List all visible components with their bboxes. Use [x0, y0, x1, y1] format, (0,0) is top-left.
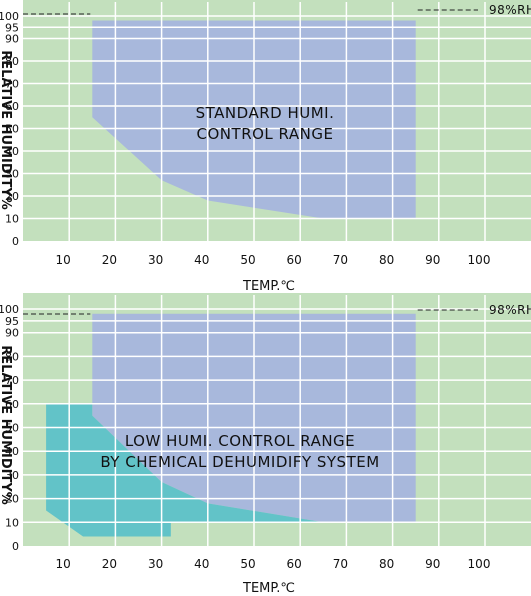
y-tick-label: 100: [0, 10, 19, 23]
y-tick-label: 30: [5, 469, 19, 482]
grid: [23, 295, 531, 546]
y-tick-label: 0: [12, 540, 19, 553]
x-tick-label: 60: [287, 557, 302, 571]
y-tick-label: 40: [5, 445, 19, 458]
x-axis-label: TEMP.℃: [242, 581, 295, 596]
x-tick-label: 30: [148, 253, 163, 267]
x-tick-label: 40: [194, 557, 209, 571]
region-label-line: CONTROL RANGE: [197, 125, 334, 143]
y-tick-label: 30: [5, 168, 19, 181]
y-tick-label: 10: [5, 516, 19, 529]
y-tick-label: 20: [5, 190, 19, 203]
x-tick-label: 10: [56, 557, 71, 571]
y-axis-label: RELATIVE HUMIDITY%: [0, 50, 13, 210]
x-tick-label: 20: [102, 253, 117, 267]
y-tick-label: 50: [5, 123, 19, 136]
y-tick-label: 60: [5, 398, 19, 411]
x-tick-label: 70: [333, 557, 348, 571]
x-tick-label: 100: [468, 557, 491, 571]
y-tick-label: 20: [5, 493, 19, 506]
reference-label: 98%RH: [489, 303, 531, 317]
x-tick-label: 80: [379, 557, 394, 571]
x-tick-label: 50: [240, 557, 255, 571]
grid: [23, 2, 531, 241]
y-tick-label: 80: [5, 350, 19, 363]
y-tick-label: 60: [5, 100, 19, 113]
x-tick-label: 50: [240, 253, 255, 267]
y-tick-label: 50: [5, 422, 19, 435]
region-label-line: BY CHEMICAL DEHUMIDIFY SYSTEM: [100, 453, 379, 471]
x-tick-label: 90: [425, 557, 440, 571]
x-tick-label: 20: [102, 557, 117, 571]
x-tick-label: 70: [333, 253, 348, 267]
y-tick-label: 95: [5, 21, 19, 34]
y-axis-label: RELATIVE HUMIDITY%: [0, 345, 13, 505]
x-tick-label: 80: [379, 253, 394, 267]
x-axis-label: TEMP.℃: [242, 279, 295, 294]
y-tick-label: 90: [5, 327, 19, 340]
x-tick-label: 30: [148, 557, 163, 571]
x-tick-label: 40: [194, 253, 209, 267]
x-tick-label: 90: [425, 253, 440, 267]
x-tick-label: 100: [468, 253, 491, 267]
y-tick-label: 100: [0, 303, 19, 316]
x-tick-label: 60: [287, 253, 302, 267]
reference-label: 98%RH: [489, 3, 531, 17]
y-tick-label: 95: [5, 315, 19, 328]
x-tick-label: 10: [56, 253, 71, 267]
region-label-line: LOW HUMI. CONTROL RANGE: [125, 432, 355, 450]
y-tick-label: 80: [5, 55, 19, 68]
region-label-line: STANDARD HUMI.: [196, 104, 335, 122]
y-tick-label: 0: [12, 235, 19, 248]
y-tick-label: 70: [5, 374, 19, 387]
y-tick-label: 70: [5, 78, 19, 91]
y-tick-label: 40: [5, 145, 19, 158]
y-tick-label: 90: [5, 33, 19, 46]
y-tick-label: 10: [5, 213, 19, 226]
